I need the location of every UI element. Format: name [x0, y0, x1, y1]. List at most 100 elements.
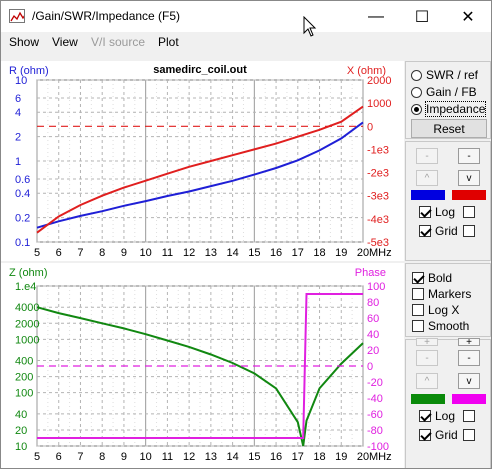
right-scale-down-button[interactable]: - — [458, 350, 480, 366]
left-tick-label: 20 — [15, 425, 27, 437]
right-shift-button[interactable]: v — [458, 170, 480, 186]
left-series-line — [36, 306, 364, 447]
menu-bar: Show View V/I source Plot — [1, 32, 491, 52]
x-tick-label: 10 — [140, 247, 152, 259]
logx-checkbox[interactable]: Log X — [412, 302, 459, 318]
radio-swr-dot[interactable] — [411, 69, 422, 81]
left-series-color-swatch[interactable] — [411, 190, 445, 200]
radio-swr[interactable]: SWR / ref — [411, 67, 478, 83]
x-tick-label: 5 — [34, 247, 40, 259]
radio-gain[interactable]: Gain / FB — [411, 84, 477, 100]
reset-button[interactable]: Reset — [411, 119, 487, 138]
log-left-checkbox[interactable]: Log — [419, 204, 455, 220]
grid-left-box[interactable] — [419, 225, 431, 237]
right-tick-label: -60 — [367, 409, 383, 421]
logx-box[interactable] — [412, 304, 424, 316]
x-tick-label: 14 — [226, 247, 238, 259]
left-tick-label: 100 — [15, 388, 33, 400]
grid-right-box[interactable] — [463, 429, 475, 441]
right-tick-label: -40 — [367, 393, 383, 405]
log-right-box[interactable] — [463, 206, 475, 218]
left-scale-up-button[interactable]: + — [416, 337, 438, 348]
chart-title: samedirc_coil.out — [153, 64, 247, 76]
left-tick-label: 1 — [15, 156, 21, 168]
left-tick-label: 10 — [15, 441, 27, 453]
x-unit-label: MHz — [369, 247, 392, 259]
left-tick-label: 6 — [15, 93, 21, 105]
maximize-button[interactable]: ☐ — [414, 8, 430, 26]
left-tick-label: 1.e4 — [15, 281, 36, 293]
radio-gain-label: Gain / FB — [426, 85, 477, 99]
menu-plot[interactable]: Plot — [158, 35, 179, 49]
right-series-color-swatch[interactable] — [452, 190, 486, 200]
left-axis-label: R (ohm) — [9, 65, 49, 77]
grid-right-checkbox[interactable] — [463, 223, 475, 239]
right-axis-label: X (ohm) — [347, 65, 386, 77]
log-left-box[interactable] — [419, 206, 431, 218]
right-scale-down-button[interactable]: - — [458, 148, 480, 164]
x-tick-label: 15 — [248, 247, 260, 259]
radio-impedance[interactable]: Impedance — [411, 101, 487, 117]
radio-impedance-label: Impedance — [424, 101, 487, 117]
left-tick-label: 1000 — [15, 334, 39, 346]
right-scale-up-button[interactable]: + — [458, 337, 480, 348]
right-tick-label: -3e3 — [367, 191, 389, 203]
markers-box[interactable] — [412, 288, 424, 300]
left-scale-down-button[interactable]: - — [416, 350, 438, 366]
x-tick-label: 7 — [77, 451, 83, 463]
right-tick-label: -4e3 — [367, 214, 389, 226]
grid-left-box[interactable] — [419, 429, 431, 441]
markers-checkbox[interactable]: Markers — [412, 286, 471, 302]
minimize-button[interactable]: — — [368, 7, 384, 25]
right-axis-label: Phase — [355, 267, 386, 279]
x-tick-label: 18 — [313, 247, 325, 259]
right-tick-label: 1000 — [367, 98, 391, 110]
x-tick-label: 6 — [56, 247, 62, 259]
right-series-color-swatch[interactable] — [452, 394, 486, 404]
x-tick-label: 5 — [34, 451, 40, 463]
right-tick-label: -100 — [367, 441, 389, 453]
radio-gain-dot[interactable] — [411, 86, 422, 98]
grid-right-checkbox[interactable] — [463, 427, 475, 443]
impedance-z-phase-plot: 1.e4400020001000400200100402010100806040… — [9, 267, 392, 463]
log-right-box[interactable] — [463, 410, 475, 422]
right-tick-label: 60 — [367, 313, 379, 325]
smooth-label: Smooth — [428, 319, 470, 333]
top-axis-settings-group: - - ^ v Log Grid — [405, 141, 491, 261]
radio-impedance-dot[interactable] — [411, 103, 422, 115]
left-tick-label: 40 — [15, 409, 27, 421]
menu-vi-source[interactable]: V/I source — [91, 35, 146, 49]
x-tick-label: 8 — [99, 451, 105, 463]
close-button[interactable]: ✕ — [461, 8, 475, 26]
x-tick-label: 10 — [140, 451, 152, 463]
left-tick-label: 0.4 — [15, 188, 30, 200]
left-shift-button[interactable]: ^ — [416, 170, 438, 186]
bold-box[interactable] — [412, 272, 424, 284]
app-icon — [9, 9, 25, 23]
x-tick-label: 13 — [205, 247, 217, 259]
right-shift-button[interactable]: v — [458, 373, 480, 389]
top-graph-controls: SWR / ref Gain / FB Impedance Reset - - … — [405, 61, 491, 261]
left-tick-label: 2000 — [15, 318, 39, 330]
log-left-checkbox[interactable]: Log — [419, 408, 455, 424]
left-shift-button[interactable]: ^ — [416, 373, 438, 389]
smooth-checkbox[interactable]: Smooth — [412, 318, 469, 334]
grid-left-checkbox[interactable]: Grid — [419, 427, 458, 443]
plot-options-group: Bold Markers Log X Smooth — [405, 263, 491, 337]
right-tick-label: -80 — [367, 425, 383, 437]
right-tick-label: 0 — [367, 121, 373, 133]
left-series-color-swatch[interactable] — [411, 394, 445, 404]
smooth-box[interactable] — [412, 320, 424, 332]
logx-label: Log X — [428, 303, 460, 317]
log-right-checkbox[interactable] — [463, 204, 475, 220]
grid-left-checkbox[interactable]: Grid — [419, 223, 458, 239]
menu-show[interactable]: Show — [9, 35, 40, 49]
left-scale-down-button[interactable]: - — [416, 148, 438, 164]
bold-checkbox[interactable]: Bold — [412, 270, 452, 286]
bold-label: Bold — [428, 271, 453, 285]
log-left-box[interactable] — [419, 410, 431, 422]
impedance-rx-chart: 10 6 4 2 1 0.6 0.4 0.2 0.1 2000 1000 0 -1e3 -2e3 -3e3 -… — [1, 61, 404, 261]
grid-right-box[interactable] — [463, 225, 475, 237]
log-right-checkbox[interactable] — [463, 408, 475, 424]
menu-view[interactable]: View — [52, 35, 78, 49]
